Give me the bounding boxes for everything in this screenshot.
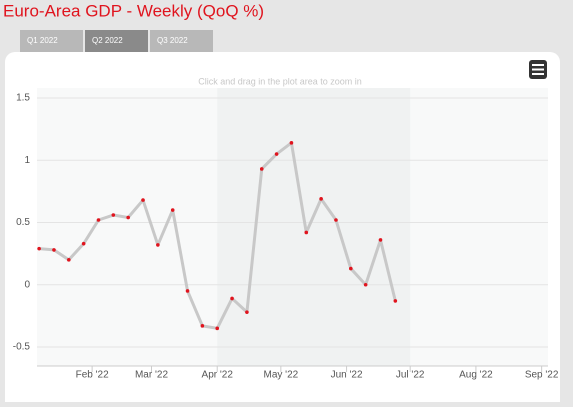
data-point: [363, 282, 368, 287]
y-tick-label: 0: [24, 279, 30, 290]
tab-label[interactable]: Q1 2022: [27, 36, 58, 45]
x-tick-label: Apr '22: [202, 370, 234, 381]
tab-label[interactable]: Q2 2022: [92, 36, 123, 45]
data-point: [96, 218, 101, 222]
data-point: [156, 243, 160, 247]
data-point: [393, 299, 398, 303]
data-point: [230, 296, 234, 301]
data-point: [259, 167, 264, 171]
y-tick-label: 1: [24, 155, 30, 166]
chart-subtitle: Click and drag in the plot area to zoom …: [198, 76, 362, 86]
x-tick-label: May '22: [263, 370, 298, 381]
tab-label[interactable]: Q3 2022: [157, 36, 188, 45]
data-point: [126, 215, 130, 220]
menu-button[interactable]: [529, 60, 547, 79]
x-tick-label: Sep '22: [525, 370, 559, 381]
data-point: [81, 241, 86, 246]
y-tick-label: -0.5: [13, 342, 31, 353]
data-point: [289, 141, 294, 145]
data-point: [67, 258, 71, 262]
tab[interactable]: [20, 30, 83, 52]
y-tick-label: 1.5: [16, 93, 30, 104]
data-point: [319, 197, 323, 201]
x-tick-label: Feb '22: [76, 370, 109, 381]
data-point: [200, 324, 205, 328]
x-tick-label: Aug '22: [459, 370, 493, 381]
data-point: [185, 289, 190, 293]
data-point: [215, 326, 220, 331]
tab[interactable]: [150, 30, 213, 52]
data-point: [274, 152, 279, 156]
data-point: [304, 230, 309, 235]
menu-icon-bar: [532, 64, 544, 66]
x-tick-label: Jun '22: [331, 370, 363, 381]
highlight-band: [217, 88, 411, 366]
data-point: [245, 310, 249, 314]
data-point: [334, 218, 338, 222]
menu-icon-bar: [532, 68, 544, 71]
data-point: [170, 208, 175, 212]
data-point: [111, 213, 116, 217]
data-point: [349, 266, 353, 271]
data-point: [378, 238, 383, 242]
page-title: Euro-Area GDP - Weekly (QoQ %): [3, 1, 264, 20]
data-point: [52, 248, 56, 252]
x-tick-label: Mar '22: [135, 370, 168, 381]
menu-icon-bar: [532, 73, 544, 75]
y-tick-label: 0.5: [16, 217, 30, 228]
data-point: [37, 246, 41, 251]
x-tick-label: Jul '22: [396, 370, 425, 381]
tab[interactable]: [85, 30, 148, 52]
data-point: [141, 198, 145, 202]
